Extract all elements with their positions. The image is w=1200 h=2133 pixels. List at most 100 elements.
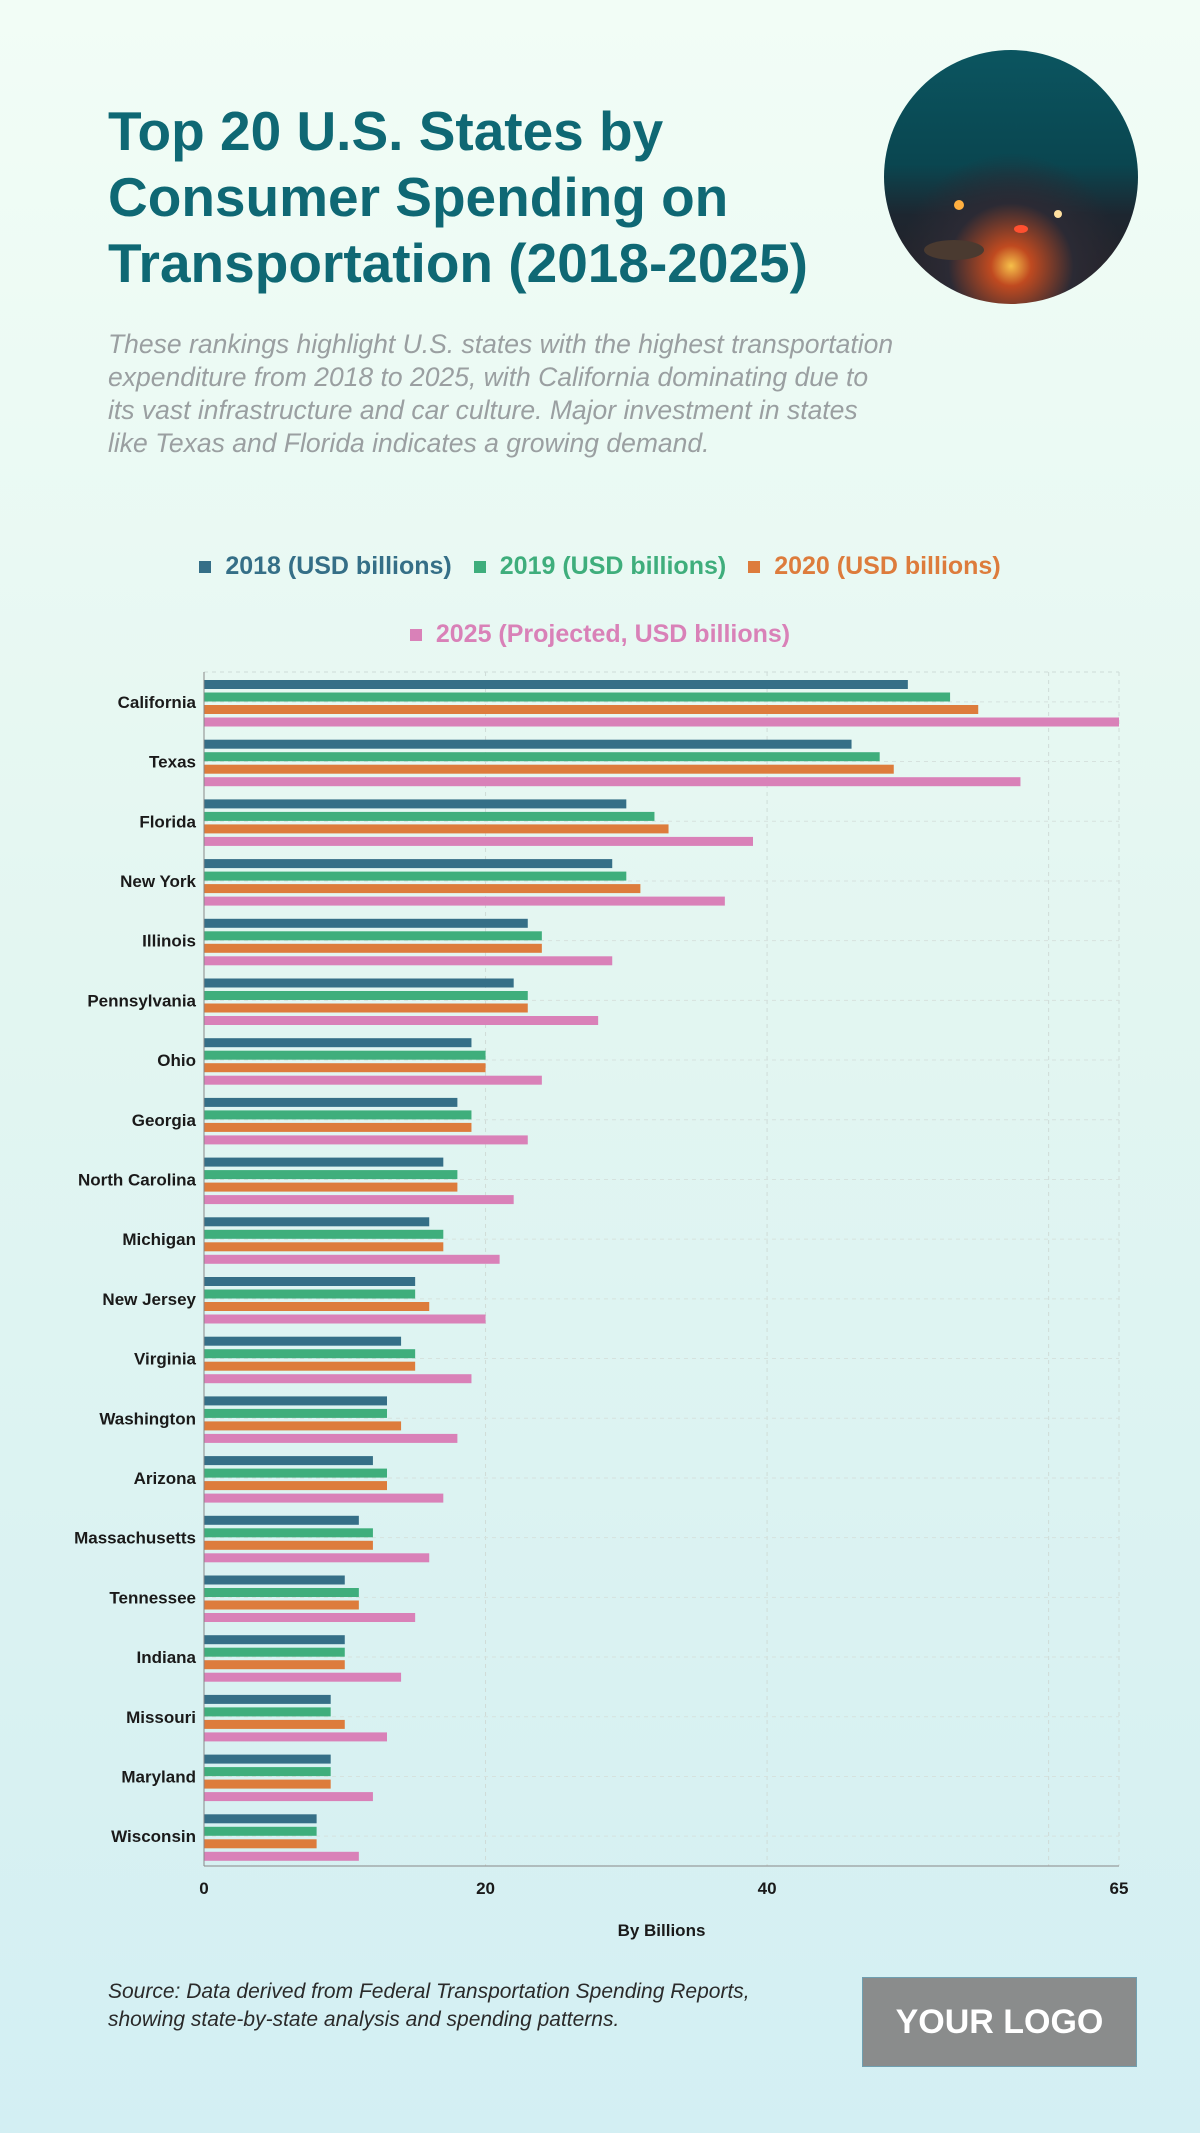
- bar-wisconsin-2: [204, 1839, 317, 1849]
- category-label: Massachusetts: [74, 1529, 196, 1548]
- category-label: Georgia: [132, 1111, 197, 1130]
- bar-illinois-2: [204, 943, 542, 953]
- bar-florida-1: [204, 811, 655, 821]
- bar-new-york-3: [204, 896, 725, 906]
- legend-label: 2025 (Projected, USD billions): [435, 620, 791, 648]
- bar-new-jersey-0: [204, 1277, 416, 1286]
- bar-arizona-0: [204, 1456, 373, 1466]
- bar-washington-1: [204, 1408, 387, 1418]
- bar-new-york-2: [204, 884, 641, 894]
- bar-michigan-2: [204, 1242, 444, 1252]
- bar-massachusetts-1: [204, 1528, 373, 1538]
- bar-california-3: [204, 717, 1119, 727]
- bar-michigan-3: [204, 1254, 500, 1264]
- bar-florida-0: [204, 799, 627, 809]
- bar-missouri-0: [204, 1694, 331, 1704]
- bar-georgia-1: [204, 1110, 472, 1120]
- legend-label: 2020 (USD billions): [774, 552, 1001, 580]
- bar-wisconsin-3: [204, 1851, 359, 1861]
- bar-pennsylvania-2: [204, 1003, 528, 1013]
- logo: YOUR LOGO: [862, 1977, 1137, 2067]
- bar-illinois-0: [204, 918, 528, 928]
- x-tick-label: 40: [758, 1879, 777, 1898]
- legend-item: 2020 (USD billions): [748, 552, 1001, 581]
- bar-arizona-3: [204, 1493, 444, 1503]
- legend-item: 2019 (USD billions): [473, 552, 726, 581]
- bar-tennessee-3: [204, 1613, 416, 1622]
- legend-item: 2018 (USD billions): [199, 552, 452, 581]
- x-tick-label: 0: [199, 1879, 208, 1898]
- legend-label: 2018 (USD billions): [225, 552, 452, 580]
- bar-new-york-0: [204, 859, 613, 869]
- category-label: Illinois: [142, 932, 196, 951]
- legend-swatch: [748, 560, 761, 573]
- bar-tennessee-0: [204, 1575, 345, 1585]
- legend-swatch: [409, 628, 422, 641]
- bar-indiana-2: [204, 1660, 345, 1670]
- category-label: New Jersey: [102, 1290, 196, 1309]
- bar-pennsylvania-1: [204, 991, 528, 1000]
- bar-north-carolina-2: [204, 1182, 458, 1192]
- legend: 2018 (USD billions) 2019 (USD billions) 20…: [0, 552, 1200, 581]
- bar-texas-3: [204, 777, 1021, 787]
- x-tick-label: 65: [1110, 1879, 1129, 1898]
- traffic-photo: [884, 50, 1138, 304]
- bar-washington-3: [204, 1433, 458, 1443]
- bar-illinois-3: [204, 956, 613, 966]
- category-label: Pennsylvania: [87, 991, 196, 1010]
- bar-tennessee-1: [204, 1588, 359, 1597]
- category-label: Florida: [139, 812, 196, 831]
- category-label: Texas: [149, 753, 196, 772]
- page-title: Top 20 U.S. States by Consumer Spending …: [108, 100, 808, 294]
- bar-maryland-0: [204, 1754, 331, 1764]
- bar-missouri-3: [204, 1732, 387, 1742]
- bar-new-york-1: [204, 871, 627, 881]
- category-label: New York: [120, 872, 196, 891]
- category-label: Wisconsin: [111, 1827, 196, 1846]
- bar-florida-2: [204, 824, 669, 834]
- bar-michigan-0: [204, 1217, 430, 1227]
- bar-missouri-1: [204, 1707, 331, 1717]
- bar-maryland-1: [204, 1767, 331, 1777]
- bar-texas-0: [204, 739, 852, 749]
- bar-washington-0: [204, 1396, 387, 1406]
- bar-virginia-2: [204, 1361, 416, 1371]
- bar-north-carolina-0: [204, 1157, 444, 1167]
- subtitle: These rankings highlight U.S. states wit…: [108, 329, 894, 458]
- category-label: Tennessee: [109, 1588, 196, 1607]
- bar-texas-1: [204, 752, 880, 762]
- bar-pennsylvania-3: [204, 1016, 599, 1025]
- bar-new-jersey-1: [204, 1289, 416, 1299]
- bar-north-carolina-3: [204, 1195, 514, 1205]
- category-label: Michigan: [122, 1230, 196, 1249]
- bar-virginia-1: [204, 1349, 416, 1359]
- bar-virginia-3: [204, 1374, 472, 1384]
- bar-wisconsin-0: [204, 1814, 317, 1824]
- bar-illinois-1: [204, 931, 542, 941]
- bar-maryland-3: [204, 1792, 373, 1802]
- bar-massachusetts-3: [204, 1553, 430, 1563]
- category-label: Indiana: [136, 1648, 196, 1667]
- bar-georgia-0: [204, 1097, 458, 1107]
- bar-ohio-2: [204, 1063, 486, 1073]
- category-label: California: [118, 693, 197, 712]
- bar-north-carolina-1: [204, 1170, 458, 1180]
- legend-item: 2025 (Projected, USD billions): [409, 620, 791, 649]
- category-label: Arizona: [134, 1469, 197, 1488]
- x-axis-title: By Billions: [618, 1921, 706, 1940]
- category-label: Washington: [99, 1409, 196, 1428]
- bar-massachusetts-2: [204, 1540, 373, 1550]
- bar-california-0: [204, 680, 908, 689]
- bar-tennessee-2: [204, 1600, 359, 1610]
- bar-michigan-1: [204, 1229, 444, 1239]
- bar-indiana-3: [204, 1672, 402, 1682]
- category-label: Missouri: [126, 1708, 196, 1727]
- bar-texas-2: [204, 764, 894, 774]
- legend-swatch: [473, 560, 486, 573]
- bar-california-1: [204, 692, 951, 702]
- bar-florida-3: [204, 836, 753, 846]
- bar-california-2: [204, 705, 979, 714]
- bar-maryland-2: [204, 1779, 331, 1789]
- bar-washington-2: [204, 1421, 402, 1431]
